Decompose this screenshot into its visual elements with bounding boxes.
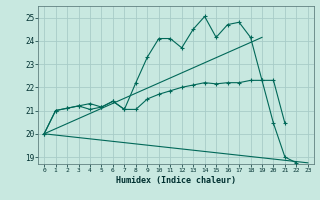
X-axis label: Humidex (Indice chaleur): Humidex (Indice chaleur) [116, 176, 236, 185]
